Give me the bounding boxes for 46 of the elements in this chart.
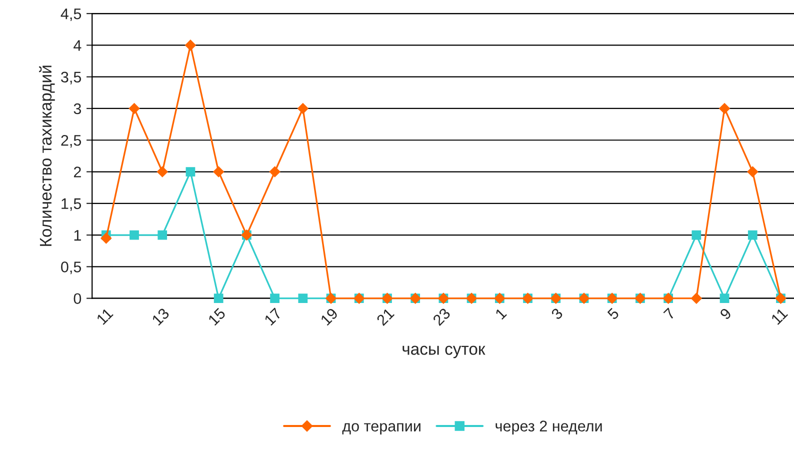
x-tick-label: 3 bbox=[550, 307, 564, 320]
point bbox=[213, 166, 224, 178]
point bbox=[186, 167, 196, 176]
x-tick-label: 17 bbox=[264, 308, 282, 326]
legend-label: до терапии bbox=[342, 423, 420, 435]
x-tick-label: 23 bbox=[432, 307, 451, 326]
legend-label: через 2 недели bbox=[496, 420, 602, 435]
y-tick-label: 2,5 bbox=[61, 134, 82, 148]
y-tick-label: 2 bbox=[74, 166, 81, 178]
point bbox=[720, 294, 730, 304]
point bbox=[156, 166, 168, 178]
point bbox=[185, 40, 196, 51]
x-tick-label: 11 bbox=[770, 308, 788, 325]
y-tick-label: 3,5 bbox=[61, 72, 82, 84]
y-tick-label: 0 bbox=[74, 293, 82, 304]
x-tick-label: 9 bbox=[719, 307, 732, 320]
x-tick-label: 21 bbox=[376, 307, 395, 326]
x-tick-label: 5 bbox=[606, 308, 620, 320]
point bbox=[747, 166, 758, 178]
point bbox=[100, 232, 112, 244]
y-tick-label: 4,5 bbox=[60, 8, 82, 22]
x-axis-title: часы суток bbox=[402, 346, 486, 358]
x-tick-label: 11 bbox=[96, 308, 114, 325]
y-tick-label: 1 bbox=[74, 230, 81, 241]
point bbox=[692, 230, 702, 240]
point bbox=[690, 292, 702, 304]
point bbox=[130, 230, 139, 240]
x-tick-label: 7 bbox=[663, 308, 676, 320]
point bbox=[269, 166, 280, 178]
y-tick-label: 1,5 bbox=[62, 198, 82, 211]
x-tick-label: 15 bbox=[208, 308, 226, 326]
x-tick-label: 1 bbox=[494, 308, 507, 320]
x-tick-label: 13 bbox=[151, 307, 170, 326]
y-tick-label: 4 bbox=[74, 40, 82, 51]
y-axis-title: Количество тахикардий bbox=[39, 66, 55, 246]
point bbox=[158, 230, 168, 240]
point bbox=[270, 294, 280, 304]
point bbox=[128, 103, 140, 114]
point bbox=[298, 294, 308, 304]
y-tick-label: 0,5 bbox=[61, 262, 82, 274]
point bbox=[297, 103, 308, 114]
y-tick-label: 3 bbox=[74, 103, 82, 114]
x-tick-label: 19 bbox=[320, 307, 338, 326]
point bbox=[719, 103, 730, 114]
point bbox=[214, 294, 224, 304]
point bbox=[748, 230, 758, 240]
